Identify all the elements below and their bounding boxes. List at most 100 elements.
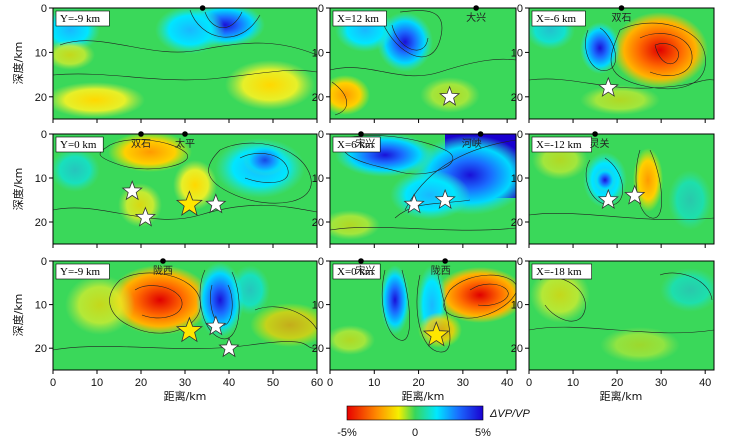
p02-ytick-label-0: 0 [517,3,523,15]
p20-section-label: Y=-9 km [60,266,101,278]
p21-xtick-label-20: 20 [412,377,424,389]
p01-section-label: X=12 km [337,13,379,25]
p21-station-1 [442,258,448,264]
p11-label-box [332,136,381,153]
p21-place-0: 宋兴 [355,264,375,277]
p21-place-1: 陇西 [431,264,451,277]
colorbar-title: ΔVP/VP [489,408,530,420]
colorbar-mid-label: 0 [412,427,418,439]
p01-ytick-label-10: 10 [312,47,324,59]
p11-ytick-label-20: 20 [312,217,324,229]
p21-xtick-label-40: 40 [501,377,513,389]
colorbar-min-label: -5% [337,427,357,439]
p22-xtick-label-10: 10 [567,377,579,389]
p00-section-label: Y=-9 km [60,13,101,25]
p10-place-1: 太平 [175,137,195,150]
p21-xtick-label-30: 30 [457,377,469,389]
p10-place-0: 双石 [131,138,151,150]
p11-ytick-label-0: 0 [318,129,324,141]
p20-ytick-label-20: 20 [35,343,47,355]
p22-xtick-label-40: 40 [699,377,711,389]
p10-station-1 [182,131,188,137]
p12-event-star-0 [597,188,619,210]
p20-event-star-2 [218,337,240,358]
p11-section-label: X=6 km [337,139,374,151]
p10-ytick-label-10: 10 [35,173,47,185]
p12-ytick-label-20: 20 [511,217,523,229]
p20-station-0 [160,258,166,264]
ylabel-row-1: 深度/km [11,168,25,211]
p10-event-star-0 [121,180,143,201]
p22-xtick-label-0: 0 [526,377,532,389]
p01-station-0 [473,5,479,11]
p02-station-0 [618,5,625,11]
p12-section-label: X=-12 km [536,139,582,151]
p00-ytick-label-0: 0 [41,3,47,15]
p02-event-star-0 [597,76,619,97]
p21-xtick-label-10: 10 [368,377,380,389]
colorbar: -5% 0 5% ΔVP/VP [337,405,530,439]
colorbar-gradient [346,405,484,421]
p20-xtick-label-60: 60 [311,377,323,389]
p00-label-box [55,10,110,27]
p20-event-star-0 [175,316,203,343]
xlabel-col-2: 距离/km [600,389,643,403]
p12-place-0: 灵关 [589,137,609,150]
p11-place-0: 宋兴 [355,137,375,150]
panel-1-0 [53,134,317,244]
p01-ytick-label-0: 0 [318,3,324,15]
p11-event-star-1 [434,188,456,210]
panel-0-0 [53,8,317,119]
p21-event-star-0 [422,320,450,347]
p10-ytick-label-0: 0 [41,129,47,141]
p20-xtick-label-30: 30 [179,377,191,389]
p00-ytick-label-10: 10 [35,47,47,59]
p11-event-star-0 [403,193,425,214]
panel-2-2 [529,261,714,370]
p20-label-box [55,263,110,280]
p12-label-box [531,136,592,153]
p20-ytick-label-0: 0 [41,256,47,268]
p11-ytick-label-10: 10 [312,173,324,185]
p12-station-0 [592,131,598,137]
p02-ytick-label-10: 10 [511,47,523,59]
p22-ytick-label-10: 10 [511,300,523,312]
xlabel-col-0: 距离/km [164,389,207,403]
p11-station-1 [477,131,484,137]
p20-place-0: 陇西 [153,264,173,277]
p00-ytick-label-20: 20 [35,92,47,104]
p22-ytick-label-0: 0 [517,256,523,268]
p11-place-1: 河峡 [462,137,482,150]
p22-xtick-label-20: 20 [611,377,623,389]
p20-xtick-label-10: 10 [91,377,103,389]
p01-label-box [332,10,387,27]
p22-label-box [531,263,592,280]
p10-label-box [55,136,104,153]
p10-section-label: Y=0 km [60,139,97,151]
p20-ytick-label-10: 10 [35,300,47,312]
p21-ytick-label-20: 20 [312,343,324,355]
p10-event-star-3 [205,193,227,214]
p01-place-0: 大兴 [466,11,486,24]
p10-ytick-label-20: 20 [35,217,47,229]
p10-station-0 [138,131,144,137]
p20-event-star-1 [205,315,227,336]
p01-event-star-0 [439,85,461,106]
chart-marks: 0 10 20 Y=-9 km 0 10 20 X=12 km 大兴 0 10 20 X=-6 km 双石… [35,3,712,389]
p21-ytick-label-10: 10 [312,300,324,312]
p02-place-0: 双石 [612,12,632,24]
p12-ytick-label-0: 0 [517,129,523,141]
panel-0-1 [330,8,516,119]
p20-xtick-label-0: 0 [50,377,56,389]
p22-section-label: X=-18 km [536,266,582,278]
p20-xtick-label-50: 50 [267,377,279,389]
ylabel-row-2: 深度/km [11,294,25,337]
panel-1-1 [330,134,516,244]
p20-xtick-label-20: 20 [135,377,147,389]
p20-xtick-label-40: 40 [223,377,235,389]
colorbar-max-label: 5% [475,427,491,439]
p02-ytick-label-20: 20 [511,92,523,104]
p21-xtick-label-0: 0 [327,377,333,389]
p21-station-0 [358,258,364,264]
